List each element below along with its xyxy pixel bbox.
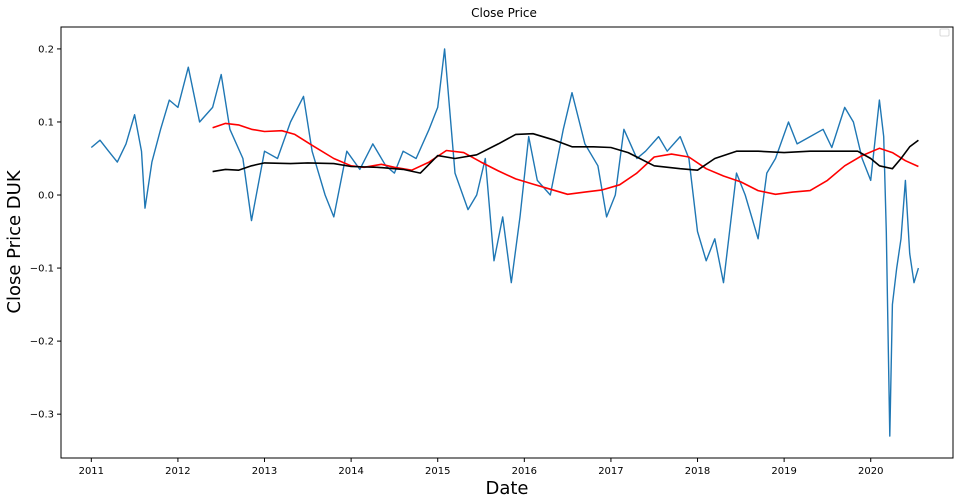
x-tick-label: 2012	[165, 466, 190, 477]
x-tick-label: 2016	[512, 466, 537, 477]
y-tick-label: −0.2	[30, 337, 54, 348]
y-tick-label: −0.1	[30, 264, 54, 275]
x-tick-label: 2017	[598, 466, 623, 477]
moving-average-black-line	[212, 132, 919, 174]
x-axis: 2011 2012 2013 2014 2015 2016 2017 2018 2019 2020	[79, 458, 883, 477]
x-axis-title: Date	[485, 478, 528, 499]
x-tick-label: 2013	[252, 466, 277, 477]
y-tick-label: 0.0	[38, 191, 54, 202]
x-tick-label: 2020	[858, 466, 883, 477]
y-tick-label: −0.3	[30, 410, 54, 421]
close-price-line	[90, 48, 920, 437]
chart-title: Close Price	[471, 6, 537, 20]
y-axis-title: Close Price DUK	[4, 169, 25, 313]
plot-area	[90, 48, 920, 437]
y-tick-label: 0.1	[38, 117, 54, 128]
legend-box	[939, 28, 950, 37]
x-tick-label: 2015	[425, 466, 450, 477]
x-tick-label: 2011	[79, 466, 104, 477]
x-tick-label: 2019	[771, 466, 796, 477]
plot-frame	[60, 26, 954, 459]
y-axis: −0.3 −0.2 −0.1 0.0 0.1 0.2	[30, 44, 61, 421]
y-tick-label: 0.2	[38, 44, 54, 55]
x-tick-label: 2018	[685, 466, 710, 477]
x-tick-label: 2014	[338, 466, 363, 477]
moving-average-red-line	[212, 122, 919, 196]
